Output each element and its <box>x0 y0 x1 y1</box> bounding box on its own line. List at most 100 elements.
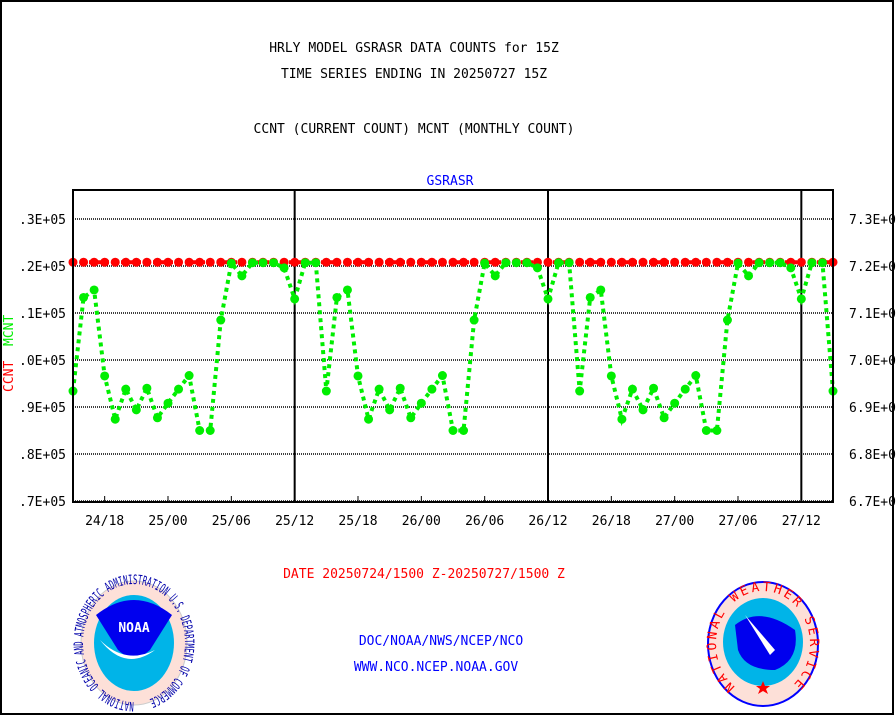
series-line-mcnt <box>71 258 835 433</box>
data-point-mcnt <box>427 384 437 394</box>
data-point-mcnt <box>796 294 806 304</box>
data-point-mcnt <box>575 386 585 396</box>
data-point-mcnt <box>131 405 141 415</box>
data-point-mcnt <box>416 398 426 408</box>
data-point-ccnt <box>152 257 162 267</box>
date-range: DATE 20250724/1500 Z-20250727/1500 Z <box>283 567 565 582</box>
data-point-mcnt <box>701 426 711 435</box>
data-point-ccnt <box>649 257 659 267</box>
data-point-mcnt <box>258 258 268 268</box>
x-tick-label: 27/12 <box>782 514 821 529</box>
data-point-ccnt <box>121 257 131 267</box>
data-point-ccnt <box>701 257 711 267</box>
data-point-mcnt <box>226 258 236 268</box>
data-point-mcnt <box>142 383 152 393</box>
left-tick-label: .2E+05 <box>19 260 66 275</box>
right-tick-label: 7.3E+0 <box>849 213 896 228</box>
data-point-ccnt <box>142 257 152 267</box>
data-point-ccnt <box>585 257 595 267</box>
data-point-ccnt <box>79 257 89 267</box>
right-tick-label: 6.8E+0 <box>849 448 896 463</box>
data-point-ccnt <box>543 257 553 267</box>
data-point-mcnt <box>765 258 775 268</box>
data-point-mcnt <box>395 383 405 393</box>
data-point-mcnt <box>89 285 99 295</box>
data-point-mcnt <box>237 271 247 281</box>
data-point-ccnt <box>796 257 806 267</box>
x-axis: 24/18 25/00 25/06 25/12 25/18 26/00 26/06 26/12… <box>85 496 821 529</box>
data-point-ccnt <box>184 257 194 267</box>
data-point-mcnt <box>807 258 817 268</box>
data-point-ccnt <box>163 257 173 267</box>
data-point-mcnt <box>195 426 205 435</box>
data-point-ccnt <box>237 257 247 267</box>
x-tick-label: 25/06 <box>212 514 251 529</box>
data-point-mcnt <box>733 258 743 268</box>
data-point-mcnt <box>364 414 374 424</box>
data-point-mcnt <box>374 384 384 394</box>
x-tick-label: 26/00 <box>402 514 441 529</box>
data-point-mcnt <box>385 405 395 415</box>
data-point-ccnt <box>427 257 437 267</box>
data-point-ccnt <box>722 257 732 267</box>
x-tick-label: 25/00 <box>148 514 187 529</box>
data-point-mcnt <box>311 258 321 268</box>
data-point-mcnt <box>332 292 342 302</box>
data-point-ccnt <box>744 257 754 267</box>
data-point-mcnt <box>100 371 110 381</box>
data-point-mcnt <box>691 371 701 381</box>
left-tick-label: .9E+05 <box>19 401 66 416</box>
data-point-mcnt <box>269 258 279 268</box>
noaa-logo: NOAA NATIONAL OCEANIC AND ATMOSPHERIC AD… <box>72 573 196 713</box>
nws-logo: NATIONAL WEATHER SERVICE <box>705 580 821 707</box>
data-point-mcnt <box>469 315 479 325</box>
data-point-ccnt <box>385 257 395 267</box>
data-point-ccnt <box>596 257 606 267</box>
data-point-mcnt <box>585 292 595 302</box>
data-point-mcnt <box>670 398 680 408</box>
data-point-ccnt <box>89 257 99 267</box>
data-point-ccnt <box>332 257 342 267</box>
x-tick-label: 25/18 <box>338 514 377 529</box>
data-point-ccnt <box>691 257 701 267</box>
data-point-ccnt <box>490 257 500 267</box>
subtitle: CCNT (CURRENT COUNT) MCNT (MONTHLY COUNT… <box>254 122 575 137</box>
data-point-ccnt <box>342 257 352 267</box>
data-point-mcnt <box>596 285 606 295</box>
title-line2: TIME SERIES ENDING IN 20250727 15Z <box>281 67 547 82</box>
data-point-mcnt <box>279 263 289 273</box>
data-point-mcnt <box>353 371 363 381</box>
data-point-mcnt <box>184 371 194 381</box>
data-point-mcnt <box>606 371 616 381</box>
data-point-mcnt <box>79 292 89 302</box>
right-tick-label: 7.0E+0 <box>849 354 896 369</box>
data-point-mcnt <box>490 271 500 281</box>
data-point-ccnt <box>406 257 416 267</box>
data-point-mcnt <box>680 384 690 394</box>
data-point-mcnt <box>121 384 131 394</box>
data-point-ccnt <box>448 257 458 267</box>
data-point-mcnt <box>480 258 490 268</box>
data-point-ccnt <box>459 257 469 267</box>
data-point-mcnt <box>532 263 542 273</box>
left-axis: .7E+05 .8E+05 .9E+05 .0E+05 .1E+05 .2E+05 .3E+… <box>19 213 66 510</box>
plot-frame <box>72 189 834 503</box>
data-point-ccnt <box>575 257 585 267</box>
data-point-ccnt <box>395 257 405 267</box>
data-point-ccnt <box>670 257 680 267</box>
right-axis: 6.7E+0 6.8E+0 6.9E+0 7.0E+0 7.1E+0 7.2E+0 7.3E… <box>849 213 896 510</box>
data-point-mcnt <box>511 258 521 268</box>
data-point-mcnt <box>174 384 184 394</box>
url-link[interactable]: WWW.NCO.NCEP.NOAA.GOV <box>354 660 519 675</box>
data-point-ccnt <box>100 257 110 267</box>
data-point-ccnt <box>606 257 616 267</box>
left-tick-label: .1E+05 <box>19 307 66 322</box>
data-point-mcnt <box>205 426 215 435</box>
title-line1: HRLY MODEL GSRASR DATA COUNTS for 15Z <box>269 41 559 56</box>
data-point-mcnt <box>554 258 564 268</box>
data-point-ccnt <box>353 257 363 267</box>
right-tick-label: 6.7E+0 <box>849 495 896 510</box>
data-point-mcnt <box>564 258 574 268</box>
data-point-mcnt <box>448 426 458 435</box>
data-point-mcnt <box>627 384 637 394</box>
